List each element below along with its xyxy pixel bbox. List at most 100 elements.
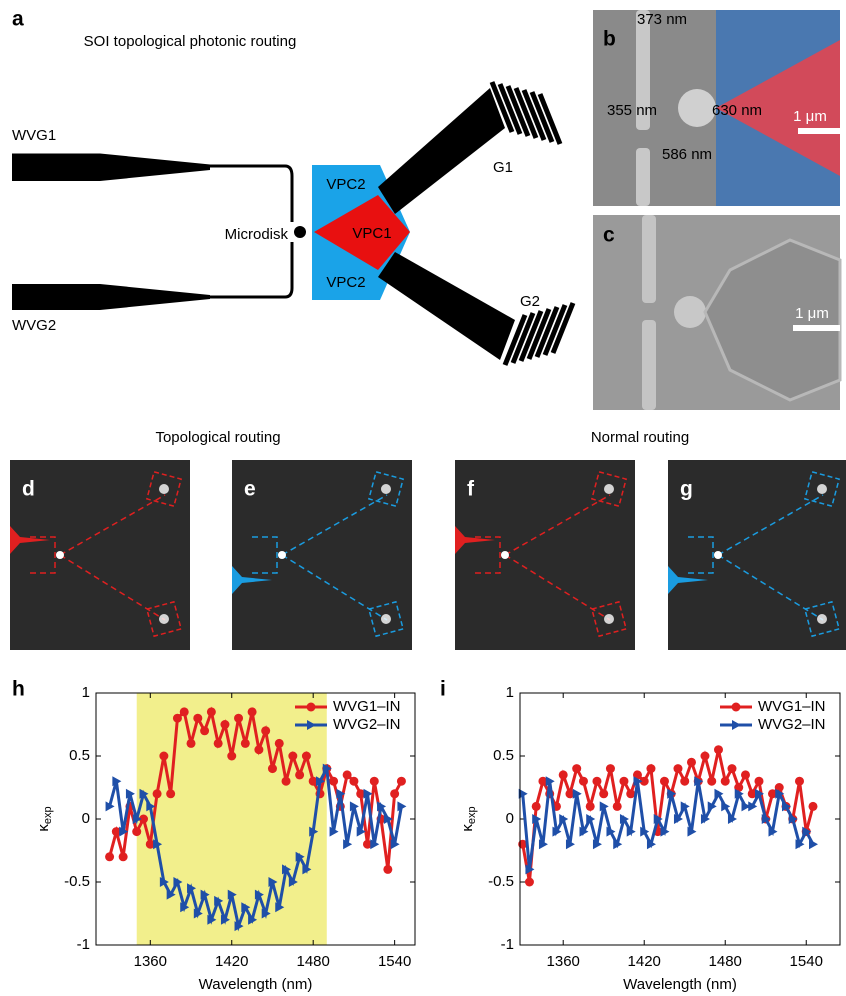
data-point — [775, 788, 785, 799]
x-tick-label: 1480 — [297, 953, 330, 970]
scale-label: 1 μm — [793, 108, 827, 125]
data-point — [220, 914, 230, 925]
data-point — [397, 801, 407, 812]
spot — [56, 551, 64, 559]
label: WVG2 — [12, 317, 56, 334]
data-point — [694, 776, 704, 787]
grating-line — [526, 308, 552, 360]
dashed-box — [590, 600, 628, 638]
sem-image-c — [593, 215, 842, 410]
data-point — [146, 801, 156, 812]
grating-line — [513, 87, 539, 139]
data-point — [572, 788, 582, 799]
data-point — [707, 776, 717, 786]
y-axis-symbol: κ — [459, 824, 476, 832]
data-point — [267, 764, 277, 774]
dashed-path — [504, 494, 611, 556]
input-arrow — [232, 566, 272, 594]
data-point — [640, 826, 650, 837]
grating-line — [502, 314, 528, 366]
camera-images: d e f g — [10, 460, 846, 650]
data-point — [227, 889, 237, 900]
x-tick-label: 1480 — [709, 953, 742, 970]
sem-image-b — [593, 10, 840, 206]
data-point — [336, 788, 346, 799]
spot — [501, 551, 509, 559]
data-point — [680, 776, 690, 786]
shaded-region — [136, 693, 327, 945]
data-point — [227, 751, 237, 761]
y-tick-label: 0 — [506, 810, 514, 827]
data-point — [362, 839, 372, 849]
data-point — [281, 776, 291, 786]
x-tick-label: 1420 — [215, 953, 248, 970]
label: Microdisk — [225, 226, 289, 243]
data-point — [653, 814, 663, 824]
data-point — [559, 814, 569, 824]
y-tick-label: -1 — [77, 936, 90, 953]
data-point — [599, 801, 609, 812]
spot — [817, 614, 827, 624]
x-tick-label: 1360 — [134, 953, 167, 970]
data-point — [605, 764, 615, 774]
data-point — [187, 883, 197, 894]
data-point — [633, 776, 643, 787]
dimension-label: 355 nm — [607, 102, 657, 119]
x-axis-label: Wavelength (nm) — [623, 976, 737, 993]
series-line — [521, 780, 815, 870]
label: G2 — [520, 293, 540, 310]
legend-label: WVG2–IN — [333, 716, 401, 733]
scale-bar — [798, 128, 840, 134]
data-point — [667, 788, 677, 799]
data-point — [579, 826, 589, 837]
data-point — [247, 707, 257, 717]
data-point — [747, 789, 757, 799]
data-point — [214, 895, 224, 906]
data-point — [626, 826, 636, 837]
data-point — [329, 826, 339, 837]
data-point — [585, 801, 595, 811]
dashed-path — [281, 494, 388, 556]
data-point — [552, 826, 562, 837]
legend-marker — [732, 720, 741, 730]
data-point — [714, 788, 724, 799]
data-point — [105, 801, 115, 812]
y-axis-label: κexp — [35, 806, 54, 831]
panel-label: a — [12, 8, 24, 31]
bracket — [252, 536, 278, 574]
data-point — [240, 738, 250, 748]
bracket — [688, 536, 714, 574]
panel-label: g — [680, 478, 693, 501]
data-point — [322, 763, 332, 774]
data-point — [545, 776, 555, 787]
data-point — [275, 902, 285, 913]
y-tick-label: 1 — [82, 684, 90, 701]
data-point — [172, 713, 182, 723]
label: WVG1 — [12, 127, 56, 144]
data-point — [592, 776, 602, 786]
data-point — [329, 776, 339, 786]
dashed-box — [803, 470, 841, 508]
data-point — [774, 783, 784, 792]
data-point — [646, 839, 656, 850]
x-tick-label: 1360 — [547, 953, 580, 970]
data-point — [754, 776, 764, 786]
data-point — [586, 814, 596, 824]
y-tick-label: 0.5 — [493, 747, 514, 764]
data-point — [206, 707, 216, 717]
panel-label: e — [244, 478, 256, 501]
data-point — [308, 776, 318, 786]
dashed-box — [590, 470, 628, 508]
data-point — [673, 764, 683, 774]
data-point — [558, 770, 568, 780]
spot — [381, 484, 391, 494]
data-point — [349, 801, 359, 812]
data-point — [288, 751, 298, 761]
data-point — [754, 788, 764, 799]
data-point — [578, 776, 588, 786]
data-point — [295, 770, 305, 780]
spot — [159, 614, 169, 624]
panel-label: c — [603, 224, 615, 247]
data-point — [592, 839, 602, 850]
